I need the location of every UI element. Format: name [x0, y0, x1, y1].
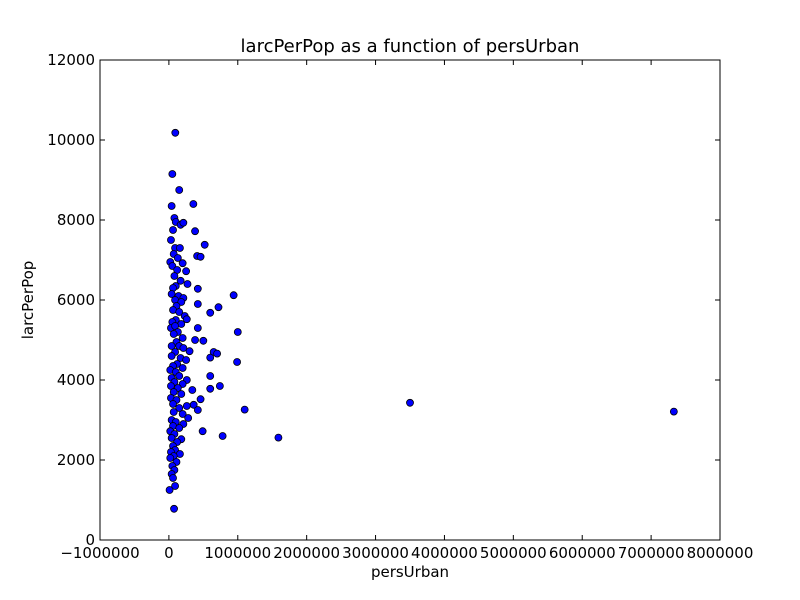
data-point — [167, 352, 176, 360]
data-point — [669, 407, 678, 416]
data-point — [200, 240, 209, 249]
data-point — [215, 382, 224, 390]
data-point — [406, 398, 414, 407]
x-tick-label: 4000000 — [411, 544, 478, 562]
data-point — [178, 259, 187, 268]
data-point — [233, 328, 242, 336]
data-point — [173, 254, 182, 262]
data-point — [214, 303, 223, 312]
data-point — [182, 267, 191, 276]
data-point — [176, 276, 185, 285]
data-point — [169, 474, 177, 482]
data-point — [182, 402, 191, 410]
data-point — [175, 372, 184, 380]
x-tick-label: 3000000 — [342, 544, 409, 562]
data-point — [179, 218, 188, 227]
data-point — [166, 454, 175, 462]
y-tick-label: 12000 — [47, 51, 95, 69]
data-point — [193, 324, 202, 332]
data-points — [165, 128, 678, 513]
x-tick-label: 2000000 — [273, 544, 340, 562]
data-point — [213, 349, 222, 358]
y-tick-label: 8000 — [57, 211, 95, 229]
data-point — [196, 395, 205, 404]
y-tick-label: 10000 — [47, 131, 95, 149]
chart-title: larcPerPop as a function of persUrban — [241, 36, 580, 57]
data-point — [189, 200, 198, 208]
data-point — [178, 364, 187, 372]
data-point — [169, 330, 178, 338]
data-point — [169, 408, 178, 416]
data-point — [170, 272, 179, 280]
data-point — [206, 384, 215, 393]
axis-ticks: −1000000 0 1000000 2000000 3000000 4000000 500… — [47, 51, 753, 562]
x-tick-label: 5000000 — [480, 544, 547, 562]
data-point — [206, 308, 215, 317]
data-point — [182, 356, 191, 364]
data-point — [206, 353, 215, 362]
data-point — [168, 170, 177, 178]
data-point — [240, 405, 249, 414]
data-point — [167, 290, 176, 298]
y-tick-label: 2000 — [57, 451, 95, 469]
data-point — [169, 226, 177, 234]
data-point — [182, 315, 191, 324]
data-point — [193, 284, 202, 293]
x-axis-label: persUrban — [371, 563, 449, 581]
x-tick-label: 1000000 — [204, 544, 271, 562]
data-point — [170, 504, 178, 513]
data-point — [171, 128, 180, 137]
data-point — [178, 334, 187, 342]
x-tick-label: 7000000 — [618, 544, 685, 562]
data-point — [196, 252, 205, 261]
x-tick-label: −1000000 — [60, 544, 139, 562]
data-point — [178, 410, 187, 418]
data-point — [167, 236, 175, 244]
x-tick-label: 6000000 — [549, 544, 616, 562]
data-point — [188, 386, 197, 394]
data-point — [175, 308, 184, 316]
data-point — [167, 434, 176, 442]
data-point — [274, 433, 283, 442]
data-point — [175, 186, 184, 194]
data-point — [185, 347, 194, 356]
data-point — [177, 390, 186, 398]
data-point — [175, 404, 184, 412]
data-point — [218, 432, 227, 440]
y-axis-label: larcPerPop — [19, 261, 37, 340]
data-point — [184, 414, 193, 422]
data-point — [176, 244, 184, 252]
y-tick-label: 4000 — [57, 371, 95, 389]
data-point — [169, 400, 177, 408]
data-point — [175, 424, 184, 432]
data-point — [183, 280, 192, 288]
data-point — [233, 358, 241, 366]
data-point — [167, 342, 176, 350]
data-point — [198, 427, 207, 436]
data-point — [179, 344, 188, 352]
plot-frame — [99, 59, 721, 541]
data-point — [229, 291, 238, 300]
data-point — [165, 486, 174, 494]
y-tick-label: 0 — [85, 531, 95, 549]
data-point — [199, 336, 208, 345]
x-tick-label: 0 — [164, 544, 174, 562]
x-tick-label: 8000000 — [687, 544, 754, 562]
data-point — [167, 202, 176, 210]
data-point — [191, 336, 199, 344]
y-tick-label: 6000 — [57, 291, 95, 309]
data-point — [206, 372, 215, 380]
data-point — [171, 482, 179, 490]
data-point — [193, 406, 202, 414]
data-point — [191, 227, 199, 236]
data-point — [193, 300, 202, 308]
